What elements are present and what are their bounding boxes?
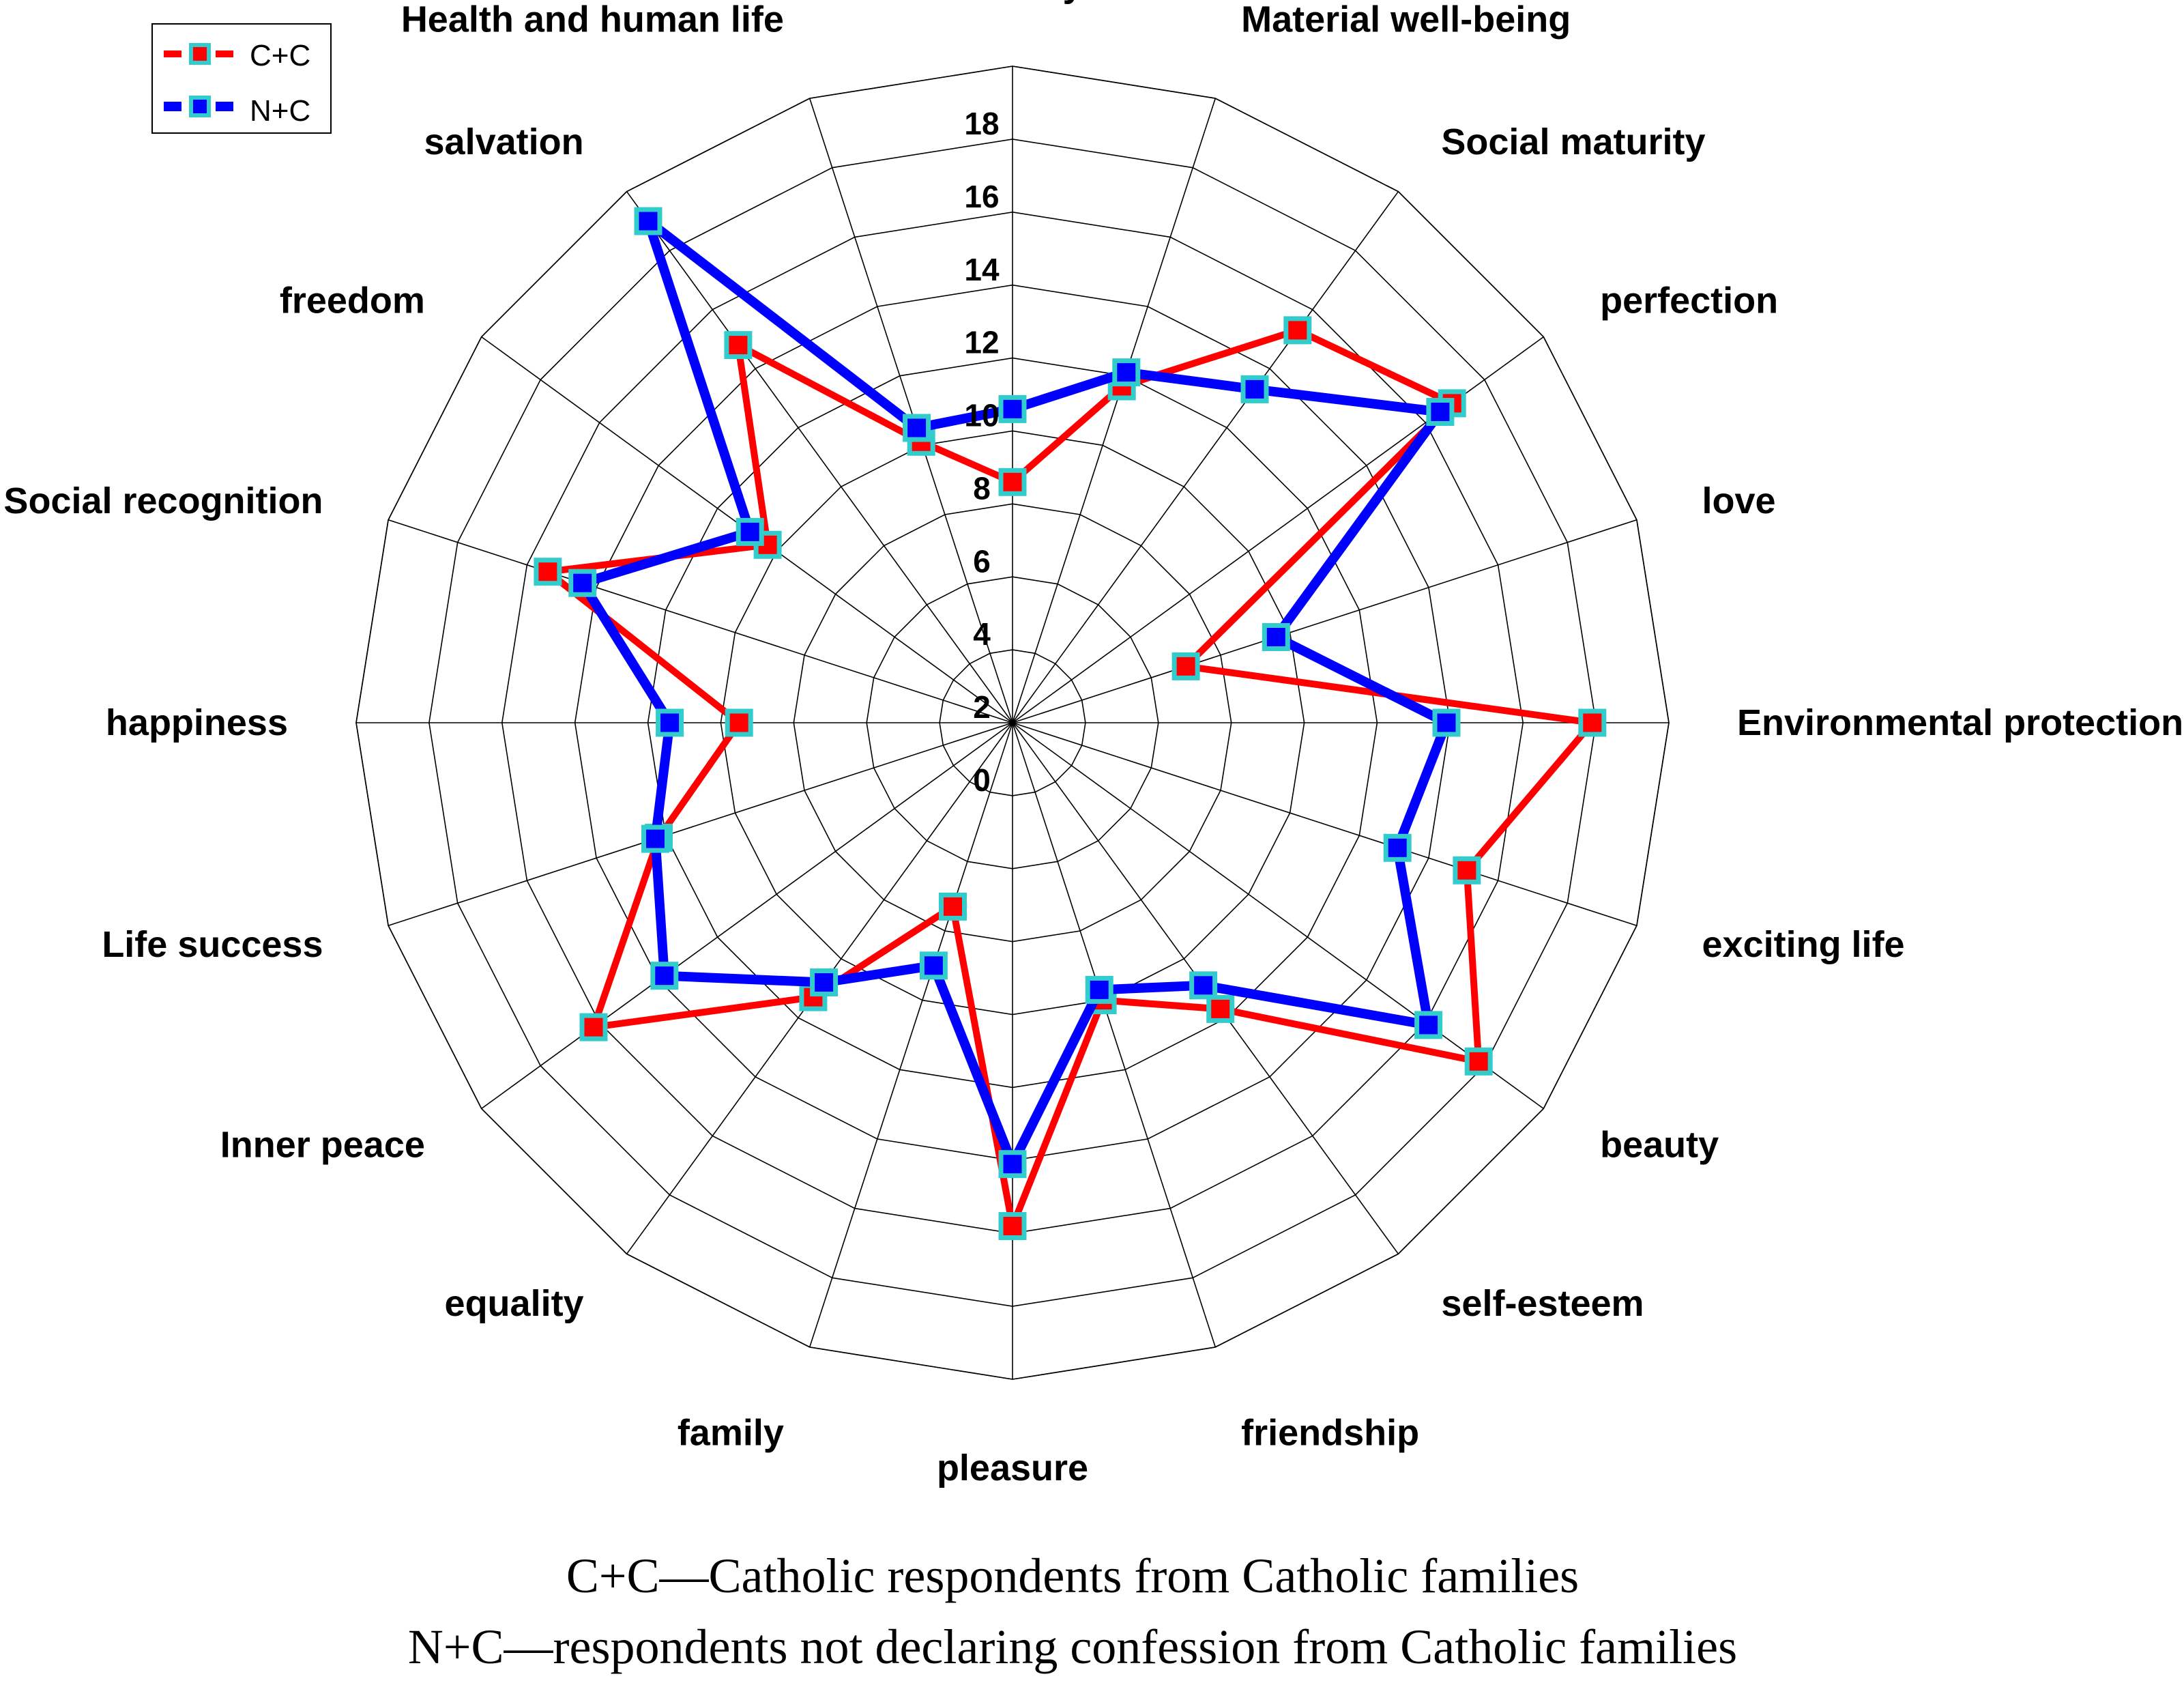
grid-spoke-2 xyxy=(1012,191,1399,723)
series-point-C+C-4 xyxy=(1171,652,1200,680)
grid-spoke-9 xyxy=(1012,722,1217,1348)
axis-label-5: Environmental protection xyxy=(1737,702,2183,743)
series-point-N+C-4 xyxy=(1262,623,1290,651)
grid-spoke-16 xyxy=(388,519,1013,723)
legend: C+C N+C xyxy=(151,23,332,134)
axis-label-14: Life success xyxy=(102,924,323,965)
series-point-C+C-15 xyxy=(725,708,753,737)
series-point-N+C-2 xyxy=(1240,375,1269,403)
series-point-N+C-19 xyxy=(903,414,931,442)
series-N+C xyxy=(568,207,1461,1179)
radial-tick-0: 0 xyxy=(973,762,991,798)
series-point-N+C-12 xyxy=(810,968,839,996)
series-point-C+C-13 xyxy=(579,1013,608,1041)
series-point-N+C-7 xyxy=(1414,1011,1443,1039)
series-line-C+C xyxy=(539,326,1599,1239)
axis-label-12: equality xyxy=(445,1283,584,1324)
series-point-C+C-8 xyxy=(1206,994,1235,1023)
axis-label-3: perfection xyxy=(1600,280,1778,321)
axis-label-19: Health and human life xyxy=(401,0,784,40)
grid-spoke-14 xyxy=(388,722,1013,927)
series-C+C xyxy=(534,316,1607,1240)
series-point-N+C-18 xyxy=(634,207,663,235)
legend-marker-nc xyxy=(189,96,211,117)
grid-spoke-11 xyxy=(809,722,1013,1348)
series-point-N+C-3 xyxy=(1426,398,1455,426)
legend-marker-cc xyxy=(189,43,211,65)
series-point-C+C-5 xyxy=(1578,708,1607,737)
axis-label-4: love xyxy=(1702,480,1776,521)
grid-spoke-4 xyxy=(1012,519,1637,723)
radar-grid xyxy=(355,66,1670,1380)
axis-label-17: freedom xyxy=(280,280,425,321)
radial-tick-6: 6 xyxy=(973,543,991,579)
axis-label-1: Material well-being xyxy=(1241,0,1571,40)
series-point-N+C-8 xyxy=(1189,971,1218,1000)
grid-spoke-7 xyxy=(1012,722,1544,1110)
series-point-N+C-10 xyxy=(998,1150,1027,1179)
legend-box xyxy=(151,23,332,134)
series-point-N+C-6 xyxy=(1383,833,1412,862)
series-point-C+C-10 xyxy=(998,1212,1027,1240)
series-point-C+C-7 xyxy=(1464,1047,1493,1076)
grid-spoke-13 xyxy=(481,722,1013,1110)
axis-label-11: family xyxy=(678,1413,784,1454)
grid-spoke-19 xyxy=(809,98,1013,723)
series-point-N+C-5 xyxy=(1432,708,1461,737)
legend-label-nc: N+C xyxy=(250,94,310,128)
series-point-C+C-6 xyxy=(1453,856,1481,884)
legend-label-cc: C+C xyxy=(250,39,310,72)
axis-labels: security Material well-being Social maturi… xyxy=(3,0,2183,1488)
axis-label-16: Social recognition xyxy=(3,480,323,521)
series-point-C+C-2 xyxy=(1283,316,1312,345)
axis-label-9: friendship xyxy=(1241,1413,1419,1454)
radar-series xyxy=(534,207,1607,1240)
radial-tick-labels: 0 2 4 6 8 10 12 14 16 18 xyxy=(964,106,1000,798)
caption-cc: C+C—Catholic respondents from Catholic f… xyxy=(566,1549,1579,1603)
axis-label-15: happiness xyxy=(106,702,288,743)
radial-tick-8: 8 xyxy=(973,470,991,506)
series-point-C+C-11 xyxy=(939,892,967,921)
series-point-C+C-18 xyxy=(724,331,753,360)
radial-tick-18: 18 xyxy=(964,106,999,141)
axis-label-6: exciting life xyxy=(1702,924,1905,965)
series-point-N+C-17 xyxy=(736,517,764,546)
series-point-N+C-9 xyxy=(1085,975,1113,1004)
grid-spoke-6 xyxy=(1012,722,1637,927)
series-point-C+C-0 xyxy=(998,467,1027,496)
series-point-N+C-15 xyxy=(656,708,684,737)
axis-label-2: Social maturity xyxy=(1441,121,1705,162)
series-point-C+C-16 xyxy=(534,558,562,586)
series-line-N+C xyxy=(574,207,1453,1176)
series-point-N+C-16 xyxy=(568,569,597,597)
grid-spoke-1 xyxy=(1012,98,1217,723)
radial-tick-16: 16 xyxy=(964,179,999,214)
axis-label-8: self-esteem xyxy=(1441,1283,1644,1324)
axis-label-0: security xyxy=(942,0,1083,5)
series-point-N+C-1 xyxy=(1112,358,1141,387)
radial-tick-14: 14 xyxy=(964,252,1000,287)
series-point-N+C-14 xyxy=(641,824,669,853)
grid-spoke-18 xyxy=(626,191,1013,723)
series-point-N+C-0 xyxy=(998,394,1027,423)
series-point-N+C-11 xyxy=(919,951,948,980)
radial-tick-4: 4 xyxy=(973,616,991,652)
axis-label-10: pleasure xyxy=(937,1448,1088,1488)
radial-tick-12: 12 xyxy=(964,325,999,360)
radial-tick-10: 10 xyxy=(964,398,999,433)
axis-label-7: beauty xyxy=(1600,1124,1719,1165)
axis-label-18: salvation xyxy=(424,121,584,162)
caption-nc: N+C—respondents not declaring confession… xyxy=(408,1620,1737,1674)
axis-label-13: Inner peace xyxy=(220,1124,425,1165)
radial-tick-2: 2 xyxy=(973,689,991,725)
series-point-N+C-13 xyxy=(650,962,679,990)
